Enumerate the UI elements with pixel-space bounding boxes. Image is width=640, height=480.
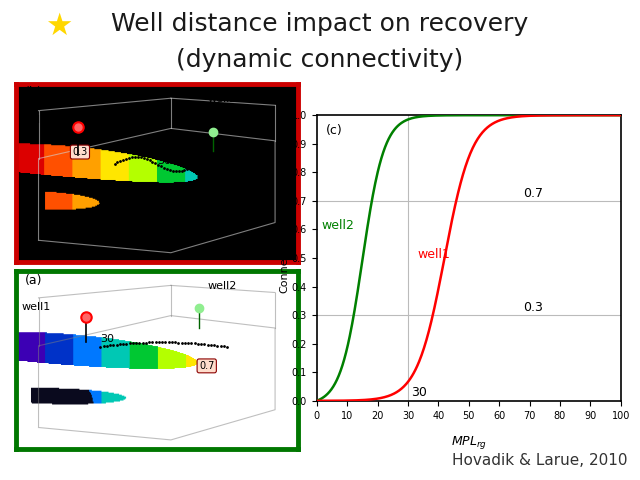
Text: 30: 30 xyxy=(157,156,171,166)
Text: Hovadik & Larue, 2010: Hovadik & Larue, 2010 xyxy=(452,453,627,468)
Text: $\mathit{MPL}_{\mathit{rg}}$: $\mathit{MPL}_{\mathit{rg}}$ xyxy=(451,433,487,451)
Text: well2: well2 xyxy=(321,219,354,232)
Text: (b): (b) xyxy=(24,86,42,99)
Text: (a): (a) xyxy=(24,274,42,287)
Text: well1: well1 xyxy=(22,115,51,125)
Text: 0.7: 0.7 xyxy=(524,187,543,200)
Text: well2: well2 xyxy=(207,281,237,291)
Text: 0.3: 0.3 xyxy=(72,147,88,157)
Text: (c): (c) xyxy=(326,124,342,137)
Text: 30: 30 xyxy=(411,385,427,399)
Text: ★: ★ xyxy=(45,12,72,41)
Text: Well distance impact on recovery: Well distance impact on recovery xyxy=(111,12,529,36)
Text: well2: well2 xyxy=(207,94,237,104)
Text: (dynamic connectivity): (dynamic connectivity) xyxy=(177,48,463,72)
Text: well1: well1 xyxy=(417,248,450,261)
Text: well1: well1 xyxy=(22,302,51,312)
Text: 30: 30 xyxy=(100,334,115,344)
Text: 0.7: 0.7 xyxy=(199,361,214,371)
Text: 0.3: 0.3 xyxy=(524,301,543,314)
Y-axis label: Connectivity: Connectivity xyxy=(279,223,289,293)
